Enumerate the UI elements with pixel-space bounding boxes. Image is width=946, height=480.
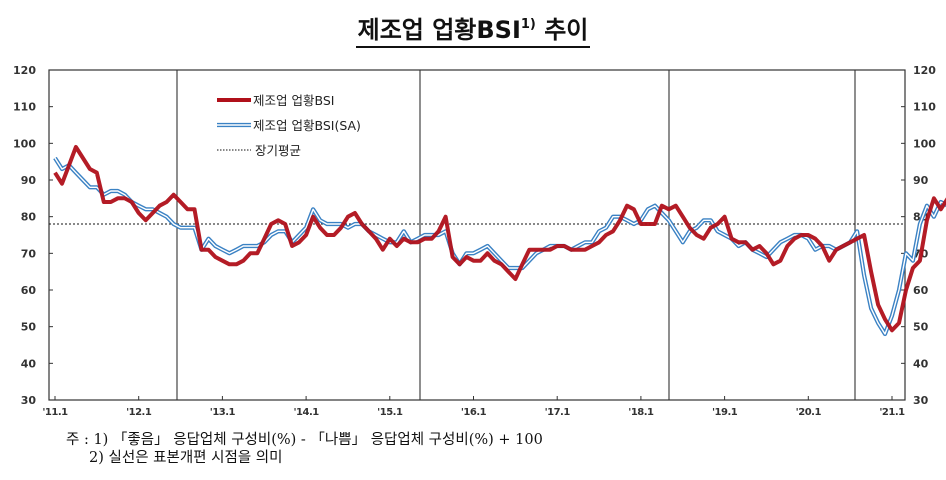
y-right-tick-label: 110 — [913, 101, 936, 114]
x-axis-labels: '11.1 '12.1 '13.1 '14.1 '15.1 '16.1 '17.1 '18.1… — [42, 407, 905, 418]
y-right-tick-label: 30 — [913, 394, 929, 407]
x-tick-label: '17.1 — [545, 407, 571, 418]
y-left-tick-label: 60 — [21, 284, 37, 297]
footnote-2: 2) 실선은 표본개편 시점을 의미 — [66, 450, 283, 466]
legend: 제조업 업황BSI 제조업 업황BSI(SA) 장기평균 — [217, 93, 361, 158]
y-right-tick-label: 40 — [913, 357, 929, 370]
y-left-tick-label: 100 — [13, 137, 36, 150]
x-tick-label: '12.1 — [126, 407, 152, 418]
legend-bsi-sa-label: 제조업 업황BSI(SA) — [253, 118, 361, 133]
y-left-tick-label: 50 — [21, 321, 37, 334]
chart-title-wrap: 제조업 업황BSI1) 추이 — [0, 10, 946, 48]
line-chart: 30 40 50 60 70 80 90 100 110 120 30 40 50 60 70 80 90 10… — [13, 64, 946, 418]
y-left-tick-label: 70 — [21, 247, 37, 260]
x-tick-label: '18.1 — [628, 407, 654, 418]
y-left-tick-label: 110 — [13, 101, 36, 114]
footnote-1: 주 : 1) 「좋음」 응답업체 구성비(%) - 「나쁨」 응답업체 구성비(… — [66, 432, 543, 448]
legend-bsi-label: 제조업 업황BSI — [253, 93, 334, 108]
y-right-tick-label: 50 — [913, 321, 929, 334]
y-right-tick-label: 100 — [913, 137, 936, 150]
bsi-sa-line-core — [54, 157, 946, 335]
y-right-tick-label: 60 — [913, 284, 929, 297]
y-left-tick-label: 80 — [21, 211, 37, 224]
title-main: 제조업 업황BSI — [357, 16, 521, 44]
x-tick-label: '19.1 — [712, 407, 738, 418]
x-tick-label: '16.1 — [461, 407, 487, 418]
bsi-line — [53, 145, 946, 333]
x-tick-label: '15.1 — [377, 407, 403, 418]
y-left-tick-label: 40 — [21, 357, 37, 370]
footnotes: 주 : 1) 「좋음」 응답업체 구성비(%) - 「나쁨」 응답업체 구성비(… — [66, 431, 543, 467]
y-left-tick-label: 30 — [21, 394, 37, 407]
title-suffix: 추이 — [535, 16, 589, 44]
y-right-tick-label: 90 — [913, 174, 929, 187]
y-axis-left-labels: 30 40 50 60 70 80 90 100 110 120 — [13, 64, 36, 407]
x-tick-label: '14.1 — [293, 407, 319, 418]
y-left-tick-label: 120 — [13, 64, 36, 77]
title-superscript: 1) — [520, 17, 536, 32]
chart-title: 제조업 업황BSI1) 추이 — [355, 10, 591, 48]
x-tick-label: '21.1 — [879, 407, 905, 418]
plot-frame — [48, 69, 906, 401]
x-tick-label: '13.1 — [210, 407, 236, 418]
y-right-tick-label: 120 — [913, 64, 936, 77]
x-tick-label: '20.1 — [796, 407, 822, 418]
x-tick-label: '11.1 — [42, 407, 68, 418]
axis-ticks — [49, 69, 905, 401]
y-left-tick-label: 90 — [21, 174, 37, 187]
legend-avg-label: 장기평균 — [255, 143, 301, 158]
